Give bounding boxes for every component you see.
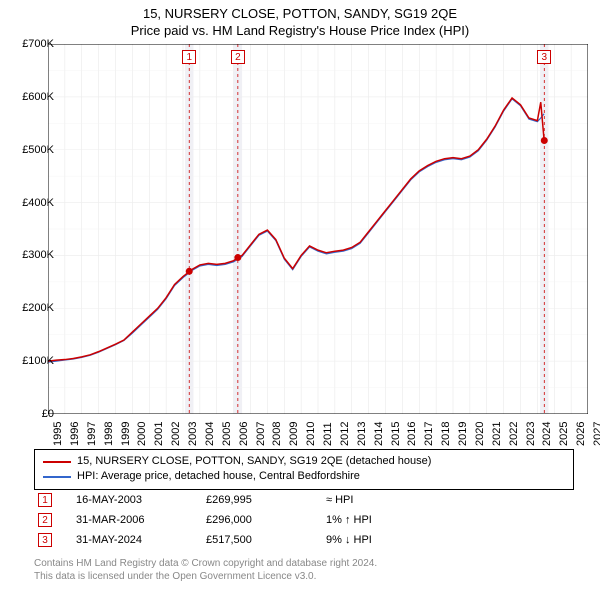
x-tick-label: 2004 <box>204 422 216 446</box>
x-tick-label: 2022 <box>508 422 520 446</box>
x-tick-label: 2012 <box>339 422 351 446</box>
x-tick-label: 2019 <box>457 422 469 446</box>
x-tick-label: 2021 <box>491 422 503 446</box>
x-tick-label: 1997 <box>86 422 98 446</box>
x-tick-label: 2001 <box>153 422 165 446</box>
sale-price: £517,500 <box>206 534 326 546</box>
y-tick-label: £600K <box>22 91 54 103</box>
y-tick-label: £0 <box>42 408 54 420</box>
sale-date: 31-MAR-2006 <box>76 514 206 526</box>
x-tick-label: 2013 <box>356 422 368 446</box>
x-tick-label: 2015 <box>390 422 402 446</box>
x-tick-label: 2017 <box>423 422 435 446</box>
x-tick-label: 2005 <box>221 422 233 446</box>
chart-sale-marker-icon: 1 <box>182 50 196 64</box>
sale-diff: 1% ↑ HPI <box>326 514 446 526</box>
sales-row: 3 31-MAY-2024 £517,500 9% ↓ HPI <box>34 530 574 550</box>
x-tick-label: 2009 <box>288 422 300 446</box>
x-tick-label: 2002 <box>170 422 182 446</box>
sale-price: £269,995 <box>206 494 326 506</box>
sale-price: £296,000 <box>206 514 326 526</box>
y-tick-label: £500K <box>22 144 54 156</box>
x-tick-label: 2026 <box>575 422 587 446</box>
x-tick-label: 2010 <box>305 422 317 446</box>
chart-sale-marker-icon: 3 <box>537 50 551 64</box>
sale-diff: ≈ HPI <box>326 494 446 506</box>
sales-row: 2 31-MAR-2006 £296,000 1% ↑ HPI <box>34 510 574 530</box>
sale-marker-icon: 3 <box>38 533 52 547</box>
sale-date: 31-MAY-2024 <box>76 534 206 546</box>
x-tick-label: 2027 <box>592 422 600 446</box>
footer-line1: Contains HM Land Registry data © Crown c… <box>34 557 377 570</box>
title-sub: Price paid vs. HM Land Registry's House … <box>0 23 600 40</box>
sale-marker-icon: 1 <box>38 493 52 507</box>
x-tick-label: 2003 <box>187 422 199 446</box>
sale-marker-icon: 2 <box>38 513 52 527</box>
x-tick-label: 2007 <box>255 422 267 446</box>
x-tick-label: 2014 <box>373 422 385 446</box>
x-tick-label: 2008 <box>271 422 283 446</box>
x-tick-label: 2006 <box>238 422 250 446</box>
chart-sale-marker-icon: 2 <box>231 50 245 64</box>
y-tick-label: £100K <box>22 355 54 367</box>
x-tick-label: 2000 <box>136 422 148 446</box>
x-tick-label: 1999 <box>120 422 132 446</box>
x-tick-label: 1996 <box>69 422 81 446</box>
chart-svg <box>48 44 588 414</box>
legend-swatch-property <box>43 461 71 463</box>
y-tick-label: £700K <box>22 38 54 50</box>
legend-label-property: 15, NURSERY CLOSE, POTTON, SANDY, SG19 2… <box>77 454 431 469</box>
sales-table: 1 16-MAY-2003 £269,995 ≈ HPI 2 31-MAR-20… <box>34 490 574 550</box>
y-tick-label: £400K <box>22 197 54 209</box>
x-tick-label: 2018 <box>440 422 452 446</box>
legend-row: 15, NURSERY CLOSE, POTTON, SANDY, SG19 2… <box>43 454 565 469</box>
x-tick-label: 2025 <box>558 422 570 446</box>
legend-row: HPI: Average price, detached house, Cent… <box>43 469 565 484</box>
sale-date: 16-MAY-2003 <box>76 494 206 506</box>
chart-container: 15, NURSERY CLOSE, POTTON, SANDY, SG19 2… <box>0 0 600 590</box>
x-tick-label: 2011 <box>322 422 334 446</box>
footer-line2: This data is licensed under the Open Gov… <box>34 570 377 583</box>
chart-area <box>48 44 588 414</box>
x-tick-label: 1995 <box>52 422 64 446</box>
footer: Contains HM Land Registry data © Crown c… <box>34 557 377 583</box>
sales-row: 1 16-MAY-2003 £269,995 ≈ HPI <box>34 490 574 510</box>
x-tick-label: 1998 <box>103 422 115 446</box>
titles: 15, NURSERY CLOSE, POTTON, SANDY, SG19 2… <box>0 0 600 40</box>
y-tick-label: £300K <box>22 249 54 261</box>
legend-swatch-hpi <box>43 476 71 478</box>
x-tick-label: 2016 <box>406 422 418 446</box>
x-tick-label: 2024 <box>541 422 553 446</box>
legend-box: 15, NURSERY CLOSE, POTTON, SANDY, SG19 2… <box>34 449 574 490</box>
y-tick-label: £200K <box>22 302 54 314</box>
sale-diff: 9% ↓ HPI <box>326 534 446 546</box>
title-main: 15, NURSERY CLOSE, POTTON, SANDY, SG19 2… <box>0 6 600 23</box>
x-tick-label: 2023 <box>525 422 537 446</box>
legend-label-hpi: HPI: Average price, detached house, Cent… <box>77 469 360 484</box>
x-tick-label: 2020 <box>474 422 486 446</box>
